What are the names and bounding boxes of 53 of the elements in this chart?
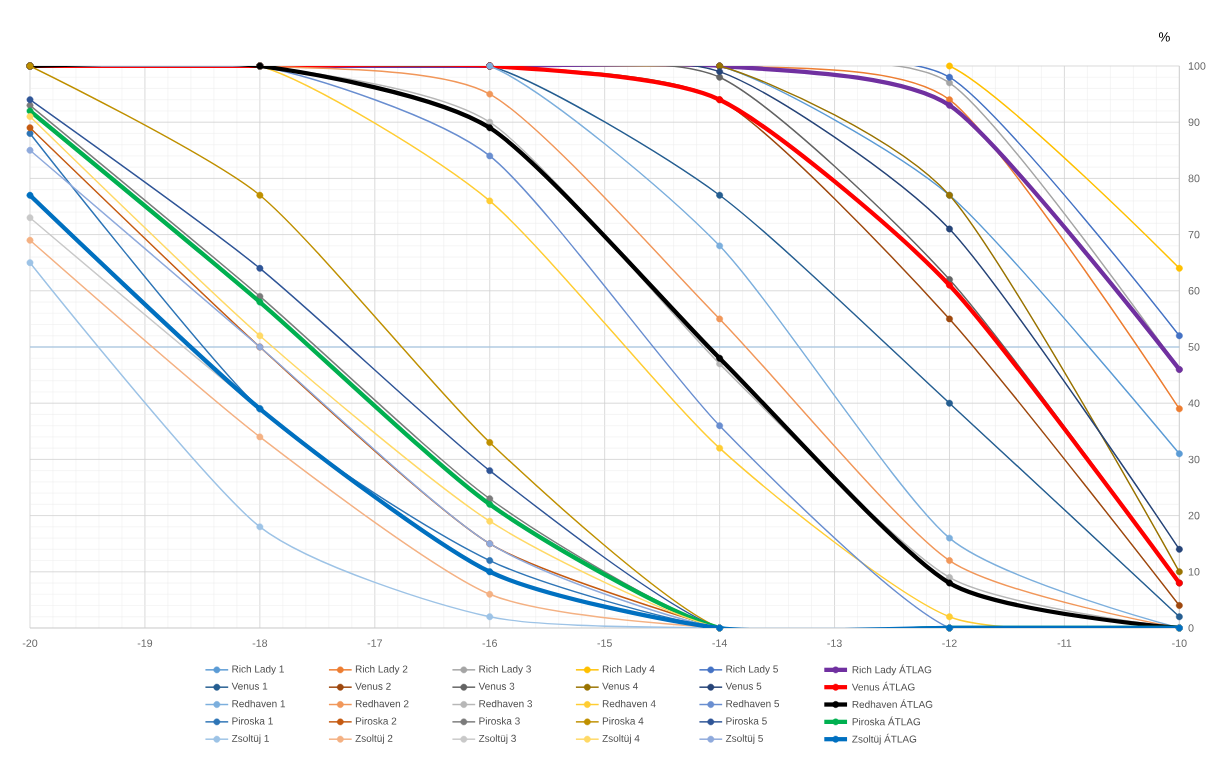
legend-label: Venus 1 bbox=[231, 682, 268, 690]
legend-label: Redhaven 1 bbox=[232, 699, 286, 708]
x-tick-label: -13 bbox=[827, 639, 842, 647]
x-tick-label: -18 bbox=[252, 639, 268, 647]
legend-label: Piroska ÁTLAG bbox=[852, 716, 921, 726]
legend-label: Redhaven 2 bbox=[355, 699, 409, 708]
legend-label: Venus 3 bbox=[478, 682, 515, 690]
y-axis-title: % bbox=[1158, 32, 1170, 42]
legend-label: Rich Lady 5 bbox=[726, 665, 778, 675]
y-tick-label: 60 bbox=[1188, 287, 1200, 295]
legend-label: Piroska 4 bbox=[602, 717, 644, 725]
legend-label: Rich Lady 1 bbox=[232, 665, 284, 675]
legend-label: Zsoltüj 1 bbox=[231, 734, 269, 744]
legend-label: Piroska 3 bbox=[479, 717, 520, 725]
legend-label: Piroska 2 bbox=[355, 717, 397, 725]
legend-label: Rich Lady 2 bbox=[355, 665, 408, 675]
y-tick-label: 20 bbox=[1188, 511, 1200, 520]
legend-label: Venus 2 bbox=[355, 682, 391, 690]
legend-label: Rich Lady ÁTLAG bbox=[852, 664, 932, 676]
y-tick-label: 50 bbox=[1188, 343, 1200, 351]
x-tick-label: -16 bbox=[482, 639, 497, 647]
x-tick-label: -12 bbox=[942, 639, 957, 647]
y-tick-label: 40 bbox=[1188, 399, 1200, 407]
legend-label: Rich Lady 3 bbox=[479, 665, 531, 675]
x-tick-label: -15 bbox=[597, 639, 612, 647]
legend-label: Zsoltüj 4 bbox=[602, 734, 640, 744]
legend-label: Redhaven 3 bbox=[479, 699, 533, 708]
y-tick-label: 100 bbox=[1188, 62, 1206, 70]
x-tick-label: -10 bbox=[1172, 639, 1187, 647]
x-tick-label: -14 bbox=[712, 639, 728, 647]
legend-label: Rich Lady 4 bbox=[602, 665, 655, 675]
legend-label: Redhaven 4 bbox=[602, 699, 656, 708]
legend-label: Venus ÁTLAG bbox=[851, 681, 915, 691]
y-tick-label: 10 bbox=[1188, 568, 1200, 576]
legend-label: Piroska 5 bbox=[726, 717, 767, 725]
y-tick-label: 80 bbox=[1188, 174, 1200, 183]
legend-label: Zsoltüj 3 bbox=[478, 734, 516, 744]
legend-label: Zsoltüj ÁTLAG bbox=[852, 733, 917, 745]
legend-label: Zsoltüj 2 bbox=[355, 734, 393, 744]
y-tick-label: 0 bbox=[1188, 624, 1194, 632]
y-tick-label: 90 bbox=[1188, 118, 1200, 126]
legend-label: Venus 4 bbox=[602, 682, 638, 690]
x-tick-label: -17 bbox=[367, 639, 382, 647]
x-tick-label: -20 bbox=[22, 639, 38, 647]
legend-label: Venus 5 bbox=[725, 682, 762, 690]
legend-label: Redhaven 5 bbox=[726, 699, 780, 708]
y-tick-label: 30 bbox=[1188, 455, 1200, 464]
legend-label: Redhaven ÁTLAG bbox=[852, 699, 933, 708]
y-tick-label: 70 bbox=[1188, 230, 1200, 239]
x-tick-label: -11 bbox=[1057, 639, 1072, 647]
legend-label: Piroska 1 bbox=[232, 717, 273, 725]
x-tick-label: -19 bbox=[137, 639, 153, 647]
legend-label: Zsoltüj 5 bbox=[725, 734, 763, 744]
